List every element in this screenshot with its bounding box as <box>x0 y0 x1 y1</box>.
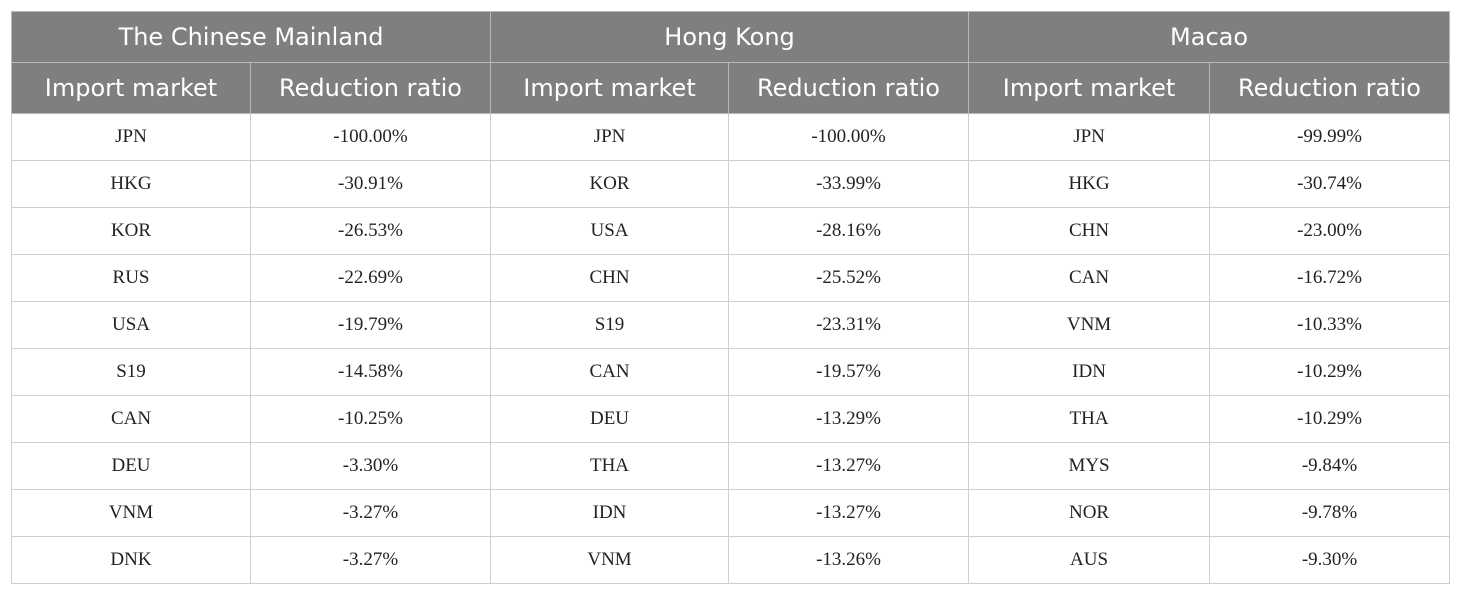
table-row: KOR -26.53% USA -28.16% CHN -23.00% <box>11 207 1451 255</box>
table-row: DEU -3.30% THA -13.27% MYS -9.84% <box>11 442 1451 490</box>
market-cell: CAN <box>490 348 730 396</box>
column-header-reduction-ratio: Reduction ratio <box>249 62 492 114</box>
ratio-cell: -30.91% <box>249 160 492 208</box>
ratio-cell: -10.29% <box>1209 395 1451 443</box>
ratio-cell: -28.16% <box>728 207 970 255</box>
ratio-cell: -9.84% <box>1209 442 1451 490</box>
table-row: VNM -3.27% IDN -13.27% NOR -9.78% <box>11 489 1451 537</box>
ratio-cell: -10.25% <box>249 395 492 443</box>
table-row: RUS -22.69% CHN -25.52% CAN -16.72% <box>11 254 1451 302</box>
ratio-cell: -13.27% <box>728 442 970 490</box>
market-cell: THA <box>490 442 730 490</box>
market-cell: JPN <box>968 113 1211 161</box>
table-row: HKG -30.91% KOR -33.99% HKG -30.74% <box>11 160 1451 208</box>
market-cell: JPN <box>11 113 251 161</box>
market-cell: HKG <box>968 160 1211 208</box>
region-header-macao: Macao <box>968 11 1451 63</box>
market-cell: CHN <box>968 207 1211 255</box>
table-row: USA -19.79% S19 -23.31% VNM -10.33% <box>11 301 1451 349</box>
column-header-import-market: Import market <box>490 62 730 114</box>
ratio-cell: -16.72% <box>1209 254 1451 302</box>
market-cell: IDN <box>490 489 730 537</box>
market-cell: THA <box>968 395 1211 443</box>
ratio-cell: -30.74% <box>1209 160 1451 208</box>
column-header-import-market: Import market <box>968 62 1211 114</box>
ratio-cell: -33.99% <box>728 160 970 208</box>
market-cell: AUS <box>968 536 1211 584</box>
market-cell: S19 <box>490 301 730 349</box>
column-header-reduction-ratio: Reduction ratio <box>1209 62 1451 114</box>
ratio-cell: -10.29% <box>1209 348 1451 396</box>
table-header: The Chinese Mainland Hong Kong Macao Imp… <box>10 11 1451 114</box>
market-cell: CHN <box>490 254 730 302</box>
market-cell: DNK <box>11 536 251 584</box>
table-row: JPN -100.00% JPN -100.00% JPN -99.99% <box>11 113 1451 161</box>
ratio-cell: -9.30% <box>1209 536 1451 584</box>
region-header-row: The Chinese Mainland Hong Kong Macao <box>10 11 1451 63</box>
ratio-cell: -9.78% <box>1209 489 1451 537</box>
market-cell: JPN <box>490 113 730 161</box>
market-cell: HKG <box>11 160 251 208</box>
ratio-cell: -3.27% <box>249 489 492 537</box>
ratio-cell: -22.69% <box>249 254 492 302</box>
table-row: S19 -14.58% CAN -19.57% IDN -10.29% <box>11 348 1451 396</box>
market-cell: RUS <box>11 254 251 302</box>
ratio-cell: -10.33% <box>1209 301 1451 349</box>
ratio-cell: -13.29% <box>728 395 970 443</box>
ratio-cell: -3.27% <box>249 536 492 584</box>
market-cell: CAN <box>968 254 1211 302</box>
market-cell: MYS <box>968 442 1211 490</box>
ratio-cell: -26.53% <box>249 207 492 255</box>
market-cell: IDN <box>968 348 1211 396</box>
market-cell: NOR <box>968 489 1211 537</box>
ratio-cell: -13.26% <box>728 536 970 584</box>
ratio-cell: -23.00% <box>1209 207 1451 255</box>
table-container: The Chinese Mainland Hong Kong Macao Imp… <box>10 11 1451 584</box>
ratio-cell: -25.52% <box>728 254 970 302</box>
market-cell: DEU <box>11 442 251 490</box>
market-cell: VNM <box>968 301 1211 349</box>
reduction-ratio-table: The Chinese Mainland Hong Kong Macao Imp… <box>10 11 1451 584</box>
market-cell: USA <box>490 207 730 255</box>
market-cell: S19 <box>11 348 251 396</box>
ratio-cell: -99.99% <box>1209 113 1451 161</box>
column-header-row: Import market Reduction ratio Import mar… <box>11 62 1451 114</box>
market-cell: DEU <box>490 395 730 443</box>
region-header-hong-kong: Hong Kong <box>490 11 970 63</box>
market-cell: CAN <box>11 395 251 443</box>
ratio-cell: -3.30% <box>249 442 492 490</box>
column-header-reduction-ratio: Reduction ratio <box>728 62 970 114</box>
ratio-cell: -13.27% <box>728 489 970 537</box>
ratio-cell: -100.00% <box>728 113 970 161</box>
table-row: DNK -3.27% VNM -13.26% AUS -9.30% <box>11 536 1451 584</box>
ratio-cell: -19.57% <box>728 348 970 396</box>
ratio-cell: -100.00% <box>249 113 492 161</box>
market-cell: KOR <box>490 160 730 208</box>
table-body: JPN -100.00% JPN -100.00% JPN -99.99% HKG -30.9… <box>11 113 1451 584</box>
market-cell: VNM <box>490 536 730 584</box>
region-header-chinese-mainland: The Chinese Mainland <box>10 11 492 63</box>
market-cell: VNM <box>11 489 251 537</box>
column-header-import-market: Import market <box>11 62 251 114</box>
ratio-cell: -14.58% <box>249 348 492 396</box>
ratio-cell: -19.79% <box>249 301 492 349</box>
market-cell: KOR <box>11 207 251 255</box>
market-cell: USA <box>11 301 251 349</box>
ratio-cell: -23.31% <box>728 301 970 349</box>
table-row: CAN -10.25% DEU -13.29% THA -10.29% <box>11 395 1451 443</box>
